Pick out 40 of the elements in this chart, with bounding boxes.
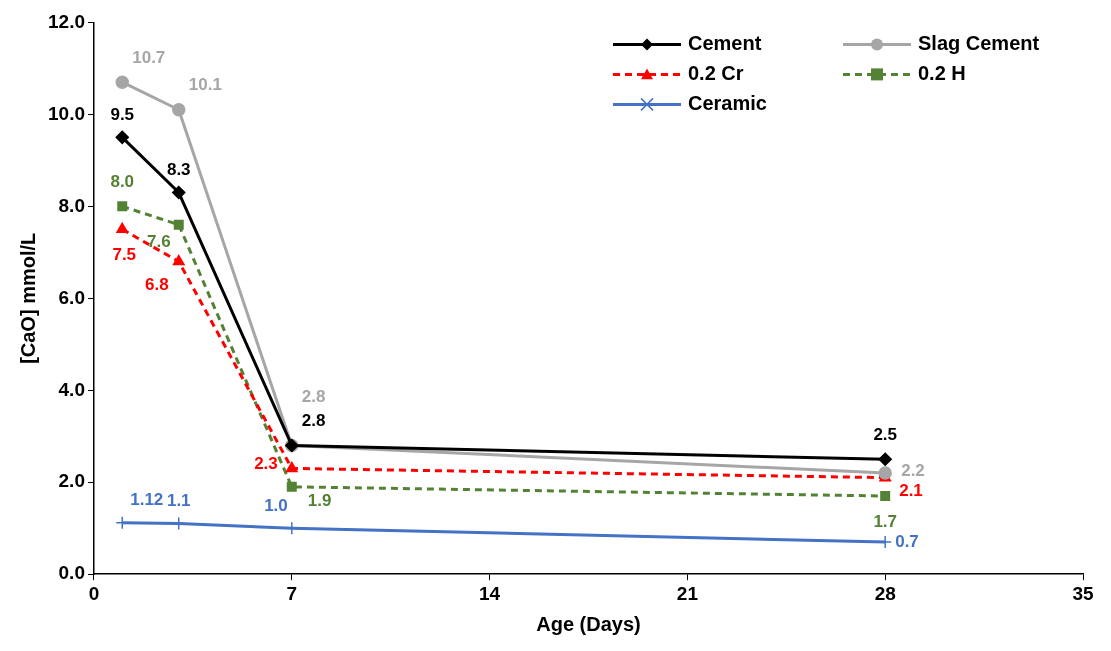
legend-label: 0.2 H [918, 61, 966, 84]
y-tick-label: 0.0 [58, 562, 85, 584]
data-label: 2.8 [301, 411, 326, 431]
x-tick-label: 14 [479, 582, 501, 604]
data-label: 8.3 [166, 160, 191, 180]
data-label: 9.5 [110, 105, 135, 125]
data-label: 6.8 [145, 275, 169, 295]
x-tick-label: 35 [1072, 582, 1094, 604]
data-label: 7.6 [147, 232, 171, 252]
y-tick-label: 10.0 [48, 102, 85, 124]
y-tick-label: 8.0 [58, 194, 85, 216]
data-label: 2.5 [873, 424, 898, 444]
x-axis-title: Age (Days) [536, 612, 641, 635]
legend-label: 0.2 Cr [688, 61, 744, 84]
data-label: 8.0 [110, 172, 135, 192]
legend-label: Ceramic [688, 91, 767, 114]
data-label: 1.9 [307, 490, 332, 510]
data-label: 2.2 [901, 460, 925, 480]
x-tick-label: 21 [676, 582, 699, 604]
y-tick-label: 4.0 [58, 378, 85, 400]
x-tick-label: 0 [88, 582, 100, 604]
x-tick-label: 7 [286, 582, 298, 604]
y-tick-label: 6.0 [58, 286, 85, 308]
y-tick-label: 12.0 [48, 10, 85, 32]
data-label: 0.7 [895, 531, 919, 551]
data-label: 10.1 [188, 75, 222, 95]
data-label: 1.0 [264, 495, 288, 515]
data-label: 2.3 [254, 454, 278, 474]
x-tick-label: 28 [874, 582, 896, 604]
data-label: 2.1 [899, 481, 923, 501]
data-label: 10.7 [132, 47, 166, 67]
y-axis-title: [CaO] mmol/L [16, 232, 39, 364]
y-tick-label: 2.0 [58, 470, 85, 492]
data-label: 1.1 [166, 491, 191, 511]
data-label: 1.7 [873, 511, 898, 531]
legend-label: Cement [688, 31, 762, 54]
data-label: 7.5 [112, 245, 137, 265]
legend-label: Slag Cement [918, 31, 1040, 54]
data-label: 1.12 [130, 490, 164, 510]
data-label: 2.8 [301, 387, 326, 407]
